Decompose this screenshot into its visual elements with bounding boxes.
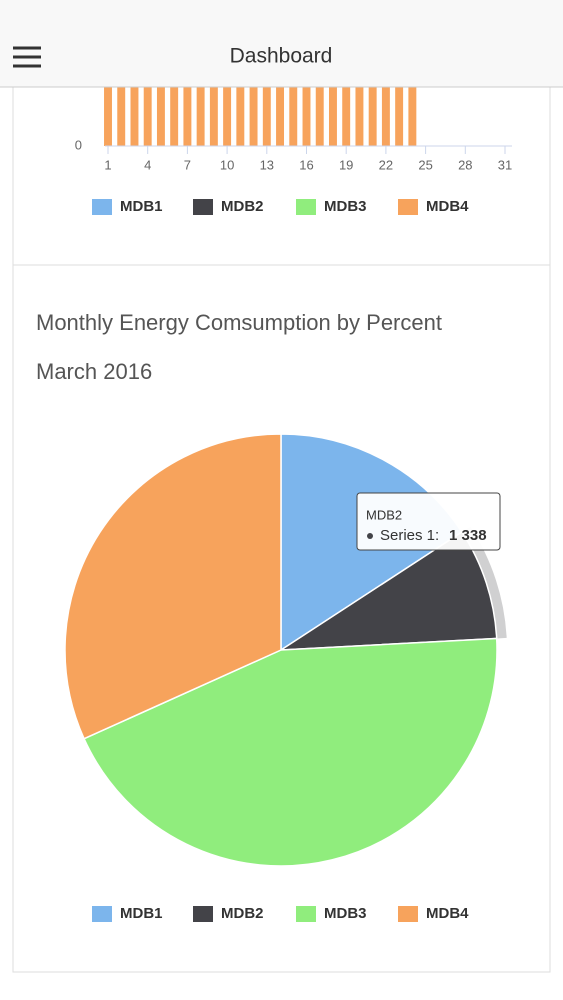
bar <box>262 87 271 147</box>
x-tick-label: 16 <box>299 157 313 172</box>
bar <box>143 87 152 147</box>
bar <box>315 87 324 147</box>
x-tick-label: 31 <box>498 157 512 172</box>
bar <box>408 87 417 147</box>
bar <box>381 87 390 147</box>
legend-label: MDB4 <box>426 905 469 922</box>
bar <box>289 87 298 147</box>
legend-label: MDB4 <box>426 198 469 215</box>
bar <box>355 87 364 147</box>
pie <box>64 433 507 867</box>
pie-title: Monthly Energy Comsumption by Percent <box>36 310 442 335</box>
legend: MDB1 MDB2 MDB3 MDB4 <box>92 198 469 215</box>
legend-swatch <box>92 199 112 215</box>
header-title: Dashboard <box>230 45 333 68</box>
tooltip-dot <box>367 533 373 539</box>
legend-label: MDB2 <box>221 198 264 215</box>
legend-swatch <box>296 199 316 215</box>
pie-subtitle: March 2016 <box>36 359 152 384</box>
legend: MDB1 MDB2 MDB3 MDB4 <box>92 905 469 922</box>
app-header: Dashboard <box>0 0 563 88</box>
bar <box>223 87 232 147</box>
hover-halo <box>461 526 507 639</box>
bar <box>130 87 139 147</box>
tooltip-box <box>356 492 501 551</box>
bar <box>236 87 245 147</box>
bar <box>209 87 218 147</box>
tooltip-title: MDB2 <box>366 507 402 522</box>
legend-swatch <box>92 906 112 922</box>
bar-plot <box>104 87 417 147</box>
tooltip-series: Series 1: <box>380 527 439 544</box>
tooltip: MDB2 Series 1: 1 338 <box>356 492 501 551</box>
bar <box>276 87 285 147</box>
menu-button[interactable] <box>13 46 41 68</box>
pie-slice <box>64 433 282 740</box>
bar <box>395 87 404 147</box>
bar <box>368 87 377 147</box>
x-tick-label: 13 <box>260 157 274 172</box>
x-tick-label: 28 <box>458 157 472 172</box>
y-tick-label: 0 <box>75 137 82 152</box>
x-tick-label: 7 <box>184 157 191 172</box>
bar <box>156 87 165 147</box>
bar <box>170 87 179 147</box>
legend-label: MDB3 <box>324 905 367 922</box>
x-tick-label: 25 <box>418 157 432 172</box>
bar <box>117 87 126 147</box>
pie-slice <box>83 637 498 867</box>
x-tick-label: 19 <box>339 157 353 172</box>
legend-swatch <box>193 199 213 215</box>
bar <box>342 87 351 147</box>
tooltip-value: 1 338 <box>449 527 487 544</box>
bar <box>196 87 205 147</box>
content: 0 1 4 7 10 13 16 19 22 25 28 31 MDB1 MDB2 MDB3 MDB4 Mo… <box>12 59 551 973</box>
x-tick-label: 10 <box>220 157 234 172</box>
legend-swatch <box>296 906 316 922</box>
bar-axis: 0 1 4 7 10 13 16 19 22 25 28 31 <box>75 137 512 172</box>
bar <box>104 87 112 147</box>
legend-label: MDB2 <box>221 905 264 922</box>
x-tick-label: 4 <box>144 157 151 172</box>
legend-swatch <box>398 199 418 215</box>
legend-swatch <box>398 906 418 922</box>
legend-label: MDB1 <box>120 198 163 215</box>
x-tick-label: 1 <box>104 157 111 172</box>
legend-swatch <box>193 906 213 922</box>
legend-label: MDB3 <box>324 198 367 215</box>
header-bg <box>0 0 563 87</box>
bar <box>302 87 311 147</box>
legend-label: MDB1 <box>120 905 163 922</box>
bar <box>183 87 192 147</box>
bar <box>249 87 258 147</box>
x-tick-label: 22 <box>379 157 393 172</box>
bar <box>328 87 337 147</box>
